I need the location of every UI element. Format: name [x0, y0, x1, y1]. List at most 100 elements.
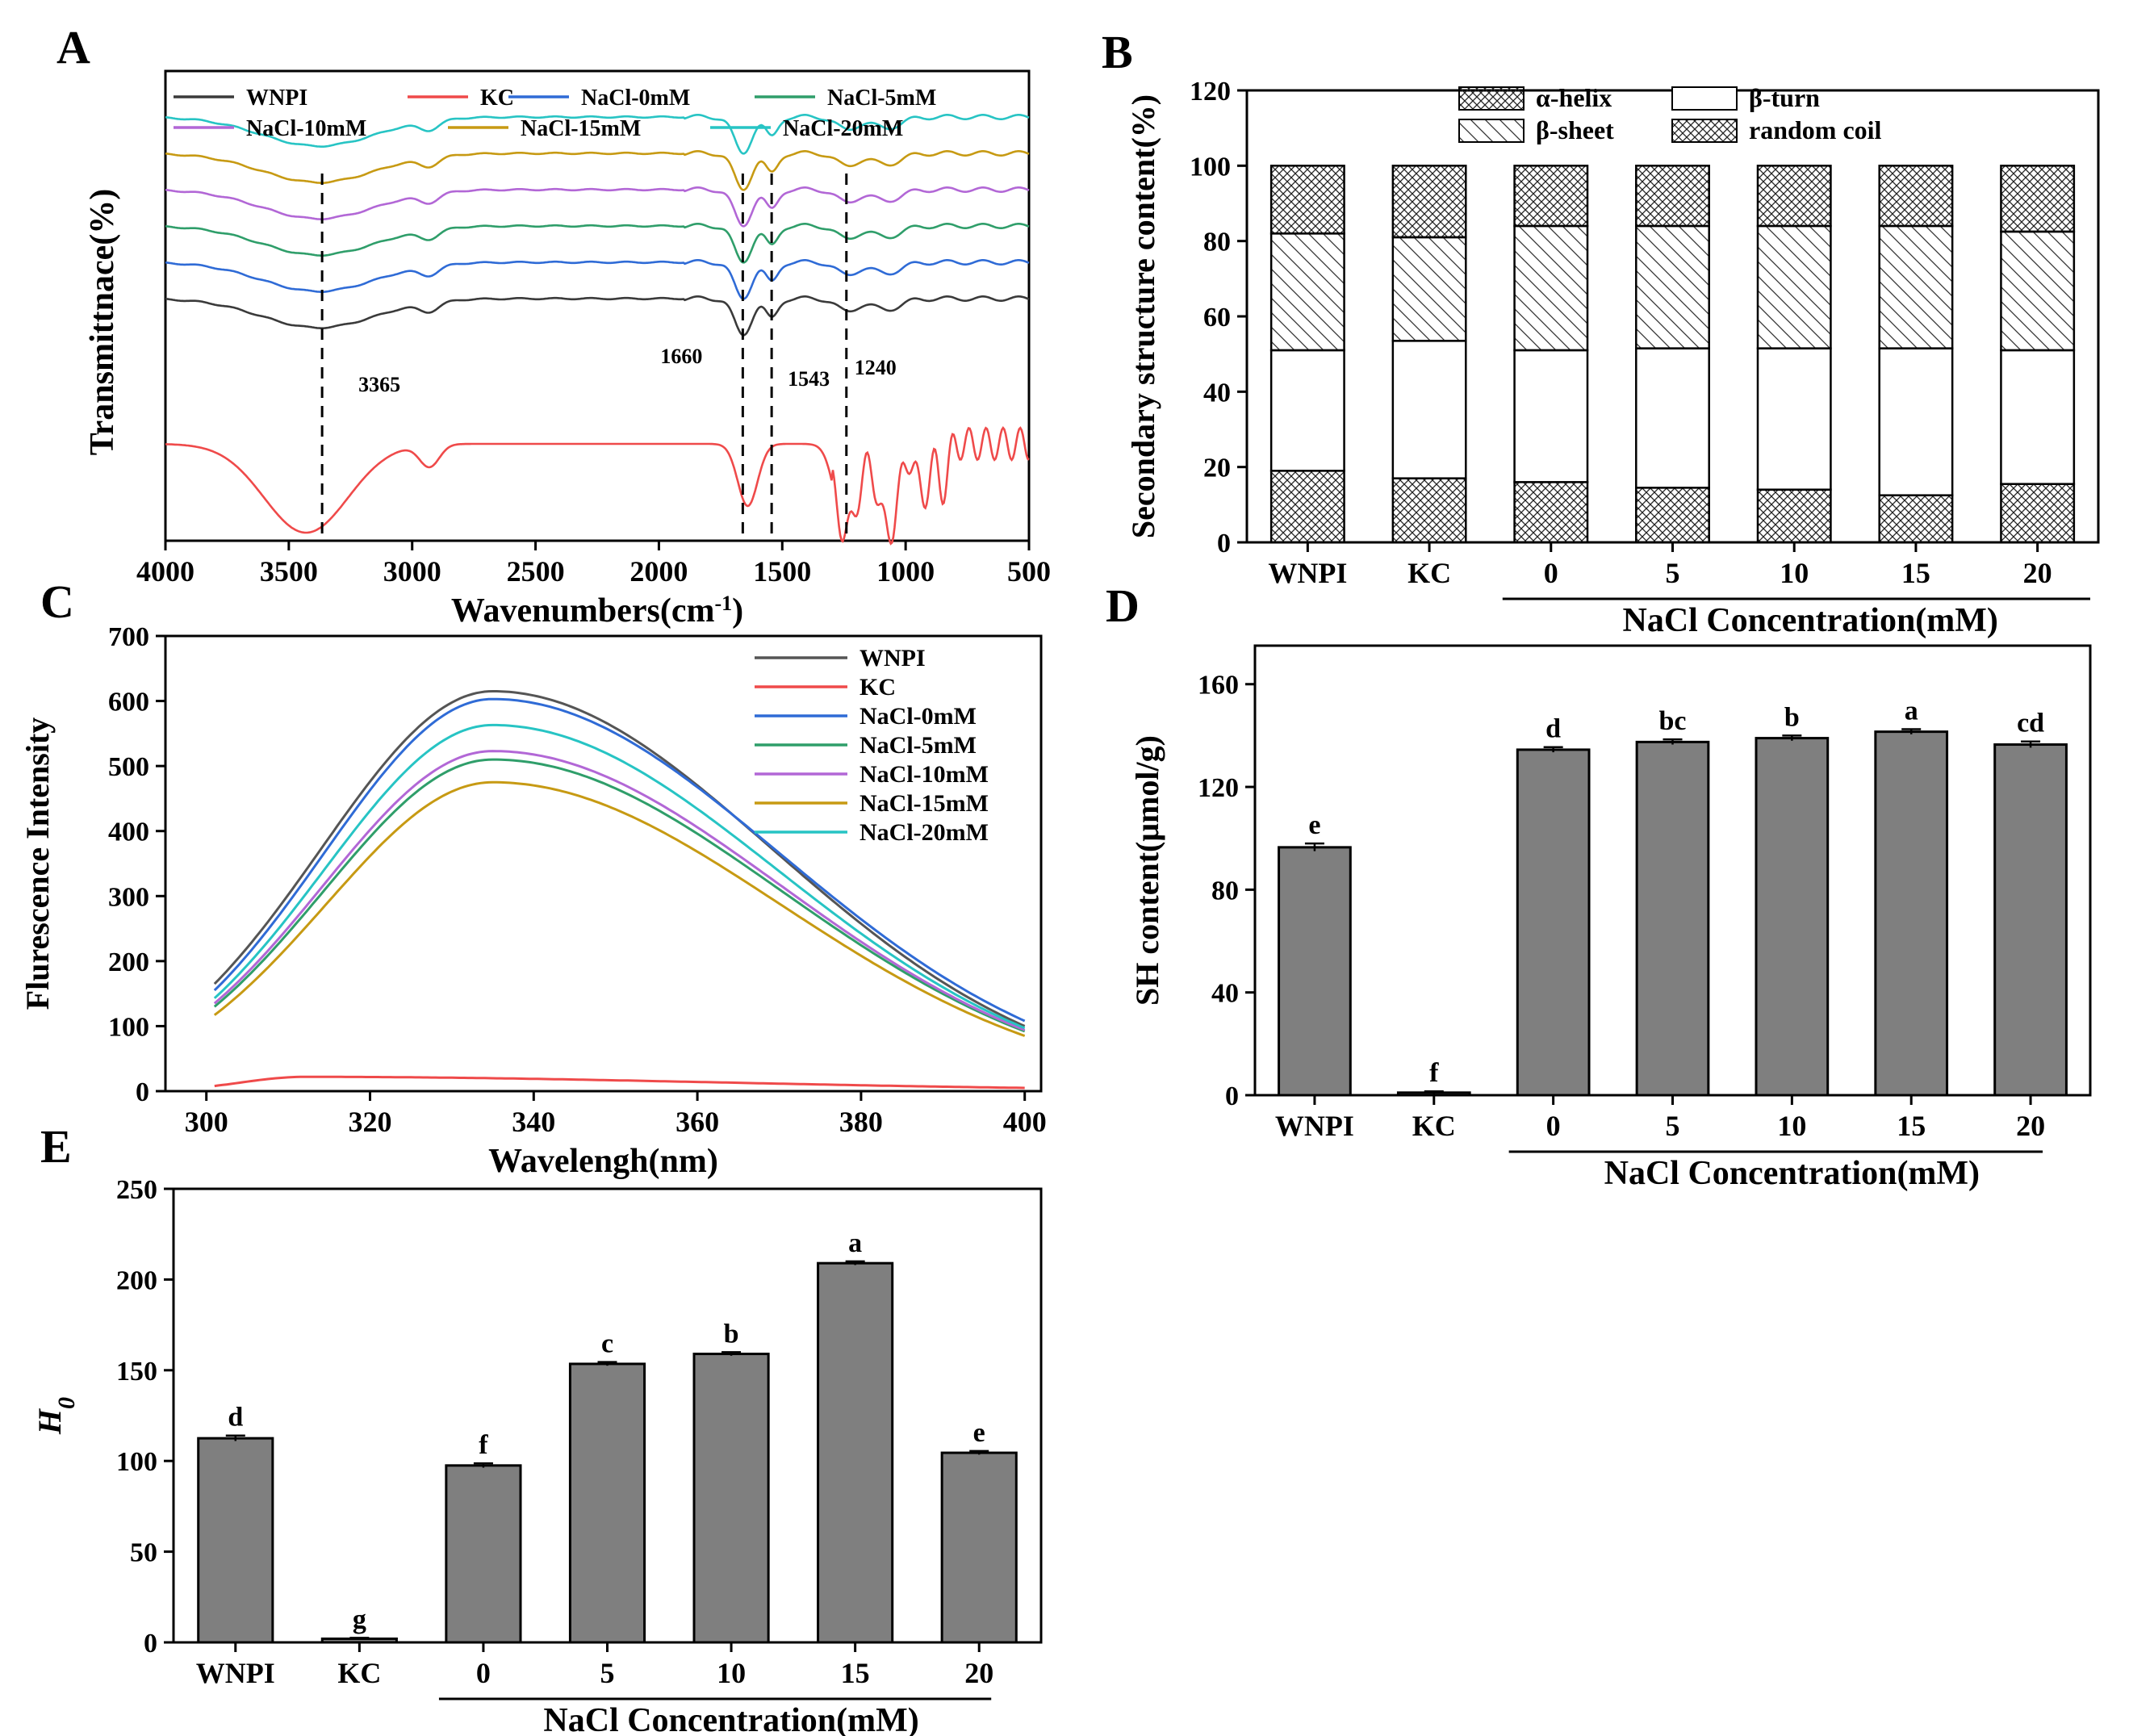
x-tick-label: 20 [964, 1657, 993, 1689]
bar-turn-20 [2000, 349, 2076, 485]
bar-helix-20 [2000, 165, 2076, 233]
y-tick-label: 120 [1198, 773, 1239, 803]
y-tick-label: 60 [1203, 303, 1231, 333]
legend-swatch-turn [1671, 86, 1738, 111]
significance-label-5: c [601, 1329, 613, 1359]
x-tick-label: 4000 [136, 555, 194, 588]
y-tick-label: 20 [1203, 454, 1231, 483]
annotation-1240: 1240 [855, 356, 897, 379]
significance-label-5: bc [1659, 706, 1687, 736]
y-tick-label: 200 [108, 947, 149, 977]
bar-sheet-5 [1635, 224, 1710, 349]
significance-label-0: f [479, 1430, 488, 1460]
legend-label-nacl-5mm: NaCl-5mM [827, 86, 936, 111]
legend-swatch-sheet [1458, 119, 1525, 143]
annotation-1543: 1543 [788, 367, 830, 391]
x-tick-label: KC [337, 1657, 381, 1689]
legend-label-nacl-0mm: NaCl-0mM [581, 86, 690, 111]
significance-label-20: e [973, 1418, 985, 1448]
legend-label-nacl-15mm: NaCl-15mM [860, 790, 989, 817]
y-tick-label: 300 [108, 882, 149, 912]
x-tick-label: 5 [600, 1657, 615, 1689]
significance-label-15: a [1905, 696, 1918, 726]
x-tick-label: 15 [841, 1657, 870, 1689]
x-tick-label: 20 [2016, 1110, 2045, 1142]
bar-15 [1874, 730, 1949, 1097]
bar-turn-kc [1391, 340, 1467, 479]
y-tick-label: 400 [108, 818, 149, 847]
y-tick-label: 200 [116, 1265, 157, 1295]
y-tick-label: 50 [130, 1538, 157, 1568]
x-axis-label: NaCl Concentration(mM) [543, 1702, 918, 1736]
bar-helix-0 [1513, 165, 1589, 228]
panel-e: E 0 50 100 150 200 250 d WNPI g KC f 0 c 5 b 10 a 15 e 20 NaC… [31, 1120, 1043, 1736]
bar-15 [817, 1261, 894, 1644]
legend-label-turn: β-turn [1749, 83, 1820, 112]
y-tick-label: 700 [108, 622, 149, 652]
bar-5 [568, 1362, 646, 1644]
series-line-nacl-0mm [213, 697, 1026, 1023]
y-tick-label: 120 [1190, 77, 1231, 107]
x-tick-label: 1500 [753, 555, 811, 588]
bar-helix-kc [1391, 165, 1467, 239]
panel-label: A [56, 21, 90, 73]
y-tick-label: 600 [108, 688, 149, 717]
bar-sheet-15 [1878, 224, 1954, 349]
panel-label: C [40, 575, 74, 628]
x-tick-label: 0 [476, 1657, 491, 1689]
y-tick-label: 160 [1198, 671, 1239, 701]
bar-helix-wnpi [1269, 165, 1345, 235]
y-tick-label: 100 [108, 1012, 149, 1042]
bar-helix-5 [1635, 165, 1710, 228]
bar-10 [692, 1353, 770, 1644]
annotation-3365: 3365 [358, 373, 400, 396]
series-line-wnpi [213, 690, 1026, 1027]
legend-label-kc: KC [860, 674, 896, 701]
x-tick-label: 500 [1007, 555, 1051, 588]
y-tick-label: 0 [1217, 529, 1231, 558]
y-tick-label: 80 [1211, 876, 1239, 906]
y-tick-label: 500 [108, 752, 149, 782]
plot-frame [164, 69, 1031, 542]
x-tick-label: 10 [1777, 1110, 1806, 1142]
bar-random-coil-10 [1756, 488, 1832, 544]
significance-label-wnpi: e [1308, 810, 1320, 840]
x-tick-label: 320 [349, 1106, 392, 1138]
y-axis-label: Secondary structure content(%) [1125, 94, 1161, 538]
bar-20 [940, 1451, 1018, 1644]
x-tick-label: 20 [2023, 557, 2052, 589]
bar-20 [1993, 743, 2068, 1097]
legend-label-nacl-0mm: NaCl-0mM [860, 703, 977, 730]
significance-label-10: b [1784, 702, 1800, 732]
y-tick-label: 0 [1225, 1081, 1239, 1111]
x-tick-label: 2000 [629, 555, 688, 588]
y-axis-label: SH content(μmol/g) [1129, 735, 1165, 1006]
significance-label-20: cd [2017, 709, 2044, 738]
y-tick-label: 40 [1211, 979, 1239, 1009]
bar-turn-5 [1635, 347, 1710, 489]
y-axis-label: H0 [31, 1397, 80, 1435]
bar-helix-10 [1756, 165, 1832, 228]
series-line-nacl-10mm [165, 186, 1030, 228]
y-axis-label: Transmittnace(%) [84, 189, 121, 455]
bar-random-coil-kc [1391, 477, 1467, 544]
bar-random-coil-5 [1635, 487, 1710, 544]
y-tick-label: 100 [116, 1447, 157, 1477]
x-tick-label: 3500 [260, 555, 318, 588]
bar-sheet-kc [1391, 236, 1467, 342]
bar-random-coil-20 [2000, 483, 2076, 544]
legend-label-nacl-5mm: NaCl-5mM [860, 732, 977, 759]
y-tick-label: 0 [136, 1077, 149, 1107]
x-tick-label: 300 [185, 1106, 228, 1138]
x-tick-label: 5 [1666, 1110, 1680, 1142]
legend-label-sheet: β-sheet [1536, 115, 1614, 144]
y-tick-label: 0 [144, 1629, 157, 1659]
legend-label-nacl-15mm: NaCl-15mM [521, 116, 641, 141]
bar-turn-10 [1756, 347, 1832, 491]
x-tick-label: 5 [1666, 557, 1680, 589]
x-tick-label: 10 [1780, 557, 1809, 589]
bar-10 [1755, 737, 1830, 1097]
x-tick-label: 15 [1897, 1110, 1926, 1142]
x-tick-label: WNPI [196, 1657, 275, 1689]
